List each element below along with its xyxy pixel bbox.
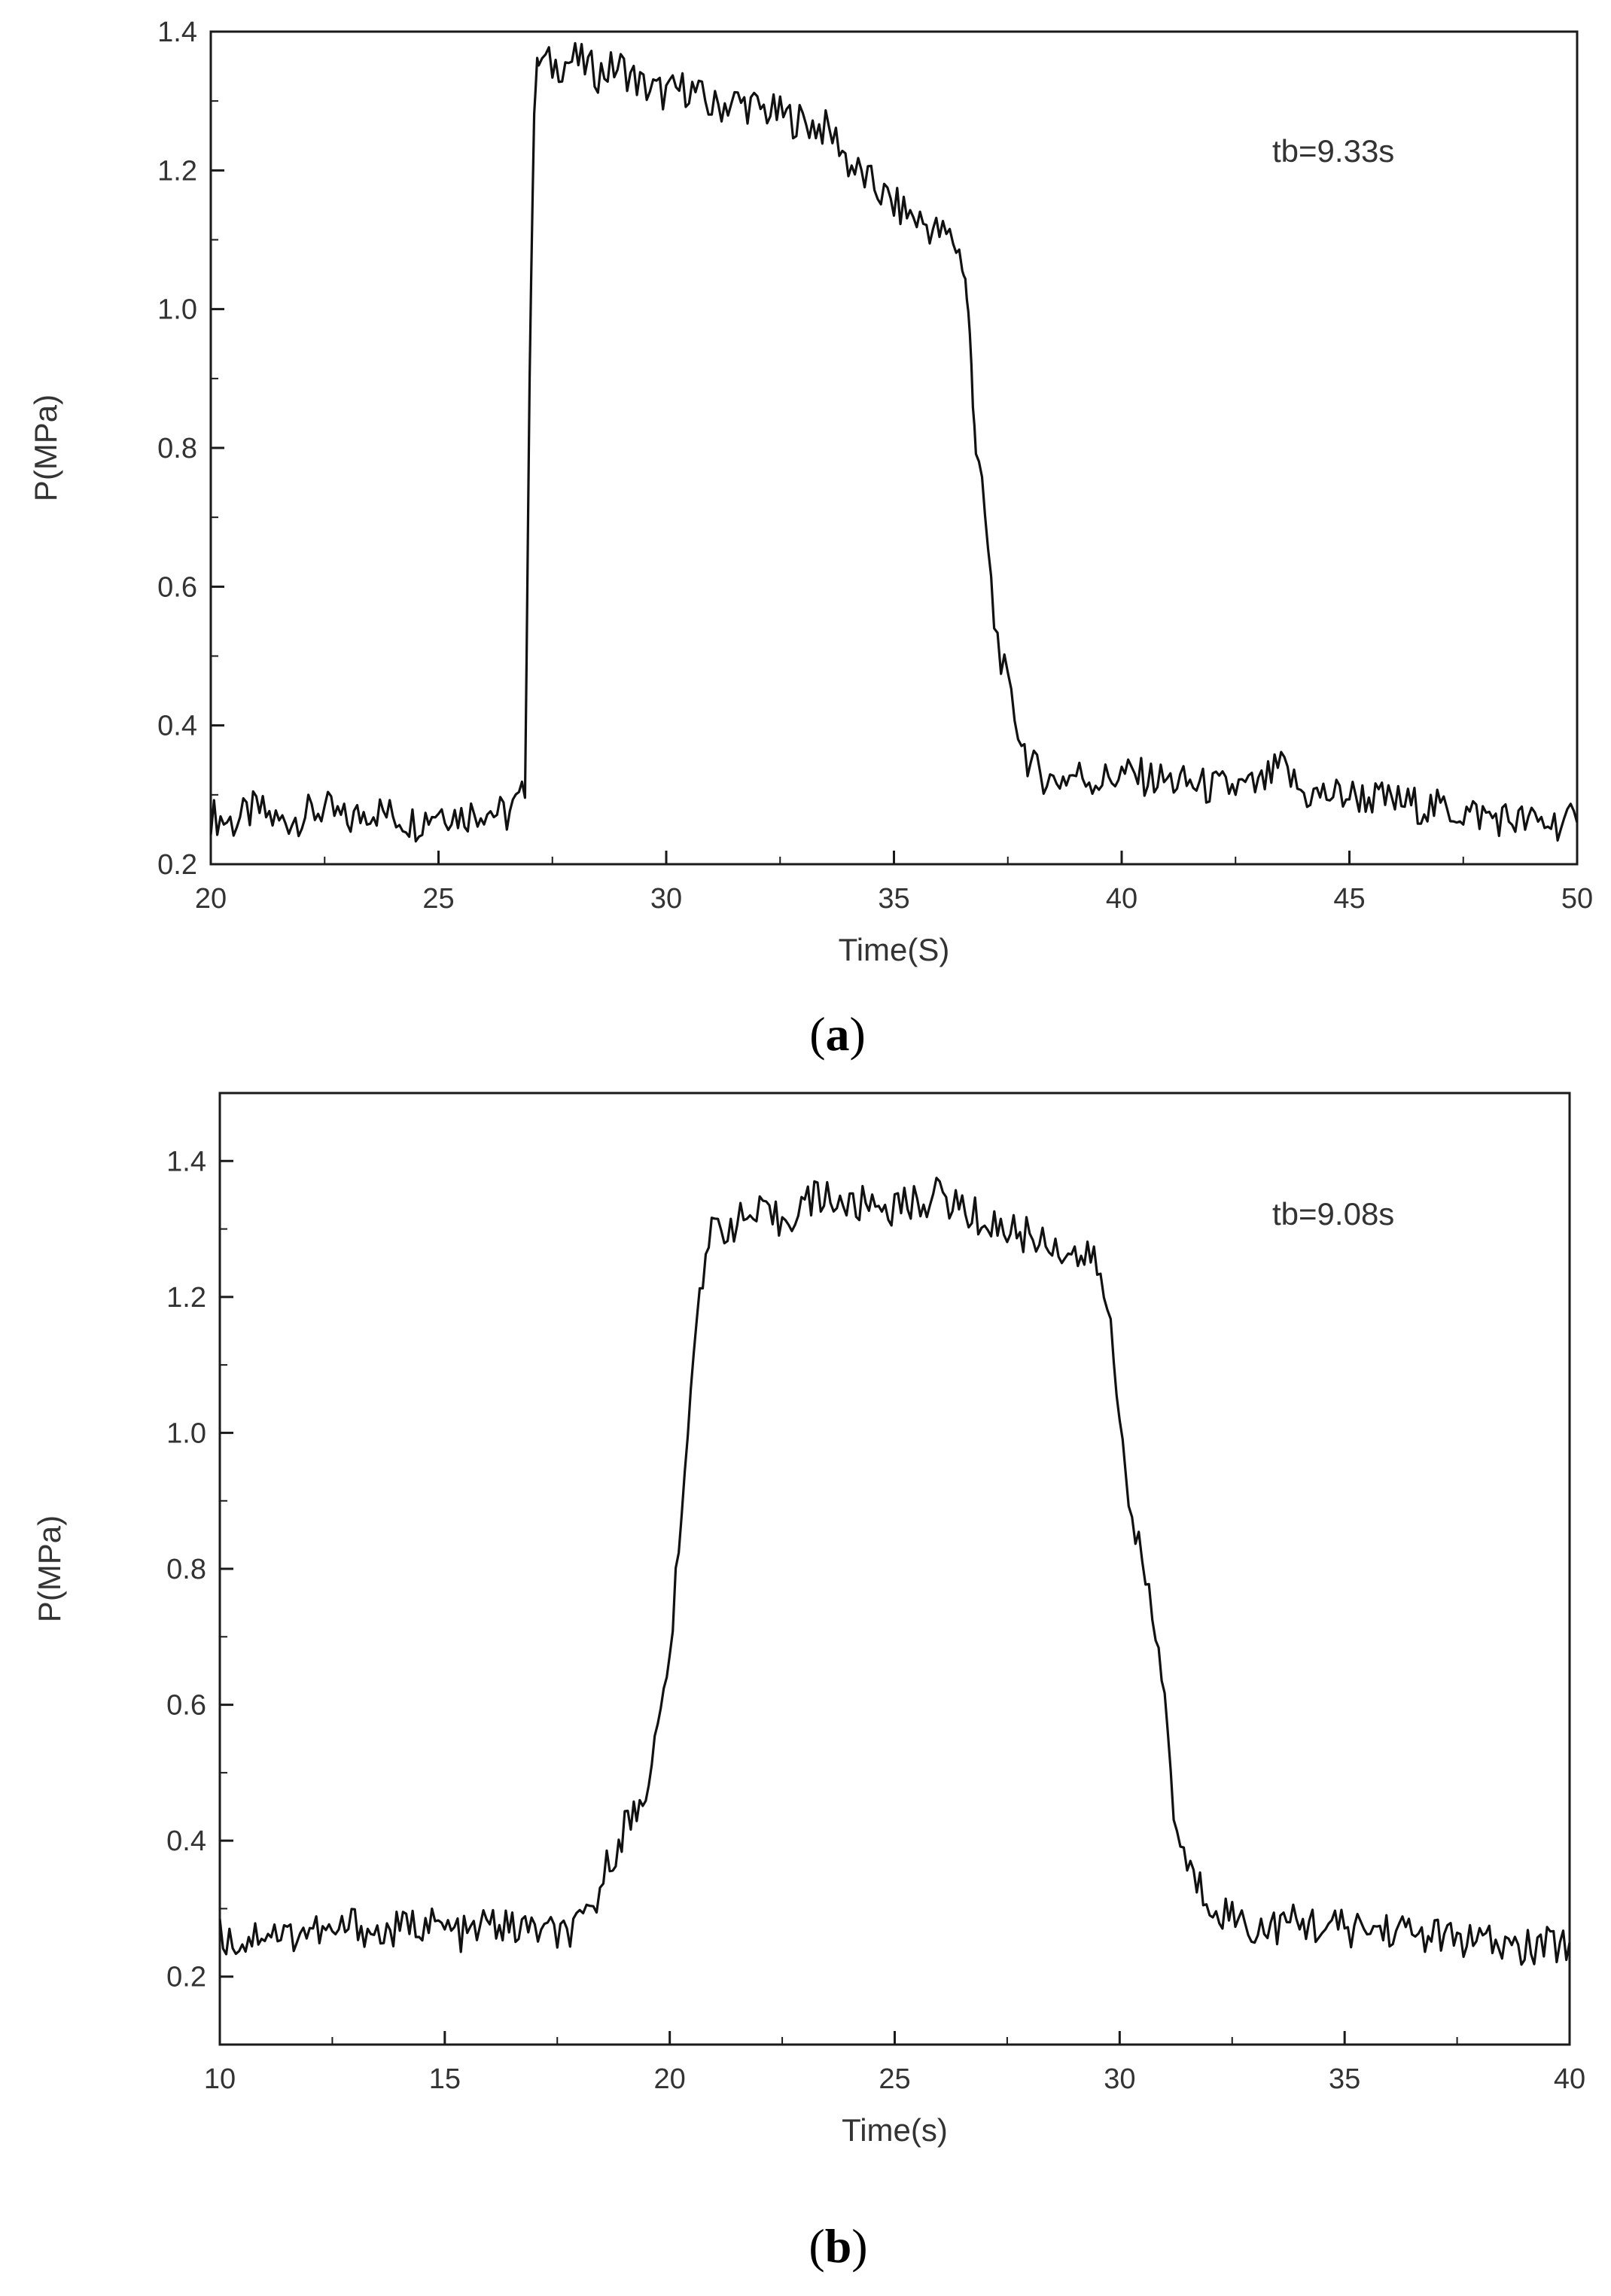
x-axis-label: Time(s)	[842, 2112, 948, 2148]
x-tick-label: 30	[650, 883, 682, 915]
x-tick-label: 20	[195, 883, 227, 915]
tick-labels: 20 25 30 35 40 45 50 0.2 0.4 0.6 0.8 1.0 1.2 1.4	[157, 17, 1593, 915]
y-tick-label: 1.4	[166, 1146, 206, 1177]
x-axis-label: Time(S)	[839, 932, 950, 967]
axis-ticks	[209, 30, 1579, 866]
x-tick-label: 15	[429, 2063, 461, 2095]
panel-letter: b	[825, 2219, 852, 2273]
x-tick-label: 25	[879, 2063, 910, 2095]
y-tick-label: 1.0	[157, 294, 197, 326]
y-tick-label: 0.8	[157, 433, 197, 464]
chart-panel-b: 10 15 20 25 30 35 40 0.2 0.4 0.6 0.8 1.0 1.2 1.4 Time…	[32, 1092, 1585, 2273]
panel-letter: a	[826, 1007, 850, 1061]
x-tick-label: 40	[1106, 883, 1137, 915]
y-tick-label: 0.6	[157, 571, 197, 603]
y-tick-label: 0.4	[157, 711, 197, 742]
axis-ticks	[218, 1159, 1571, 2045]
x-tick-label: 30	[1104, 2063, 1135, 2095]
burn-time-annotation: tb=9.33s	[1272, 133, 1394, 169]
x-tick-label: 35	[878, 883, 909, 915]
burn-time-annotation: tb=9.08s	[1272, 1196, 1394, 1232]
x-tick-label: 50	[1561, 883, 1593, 915]
y-tick-label: 0.2	[157, 849, 197, 881]
x-tick-label: 40	[1554, 2063, 1585, 2095]
y-axis-label: P(MPa)	[32, 1515, 67, 1622]
panel-label: (b)	[809, 2219, 867, 2273]
y-tick-label: 1.0	[166, 1417, 206, 1449]
pressure-trace-line	[209, 41, 1579, 843]
y-tick-label: 1.4	[157, 17, 197, 48]
y-tick-label: 0.6	[166, 1690, 206, 1722]
y-tick-label: 0.8	[166, 1554, 206, 1585]
tick-labels: 10 15 20 25 30 35 40 0.2 0.4 0.6 0.8 1.0 1.2 1.4	[166, 1146, 1585, 2095]
y-tick-label: 0.2	[166, 1962, 206, 1993]
y-axis-label: P(MPa)	[28, 394, 63, 501]
x-tick-label: 45	[1333, 883, 1365, 915]
x-tick-label: 10	[204, 2063, 236, 2095]
y-tick-label: 1.2	[157, 155, 197, 187]
panel-label: (a)	[809, 1007, 866, 1061]
x-tick-label: 20	[654, 2063, 686, 2095]
plot-frame	[218, 1092, 1571, 2046]
x-tick-label: 25	[422, 883, 454, 915]
pressure-trace-line	[218, 1177, 1571, 1966]
chart-panel-a: 20 25 30 35 40 45 50 0.2 0.4 0.6 0.8 1.0 1.2 1.4 Time…	[28, 17, 1593, 1061]
y-tick-label: 0.4	[166, 1826, 206, 1857]
y-tick-label: 1.2	[166, 1282, 206, 1314]
x-tick-label: 35	[1329, 2063, 1360, 2095]
